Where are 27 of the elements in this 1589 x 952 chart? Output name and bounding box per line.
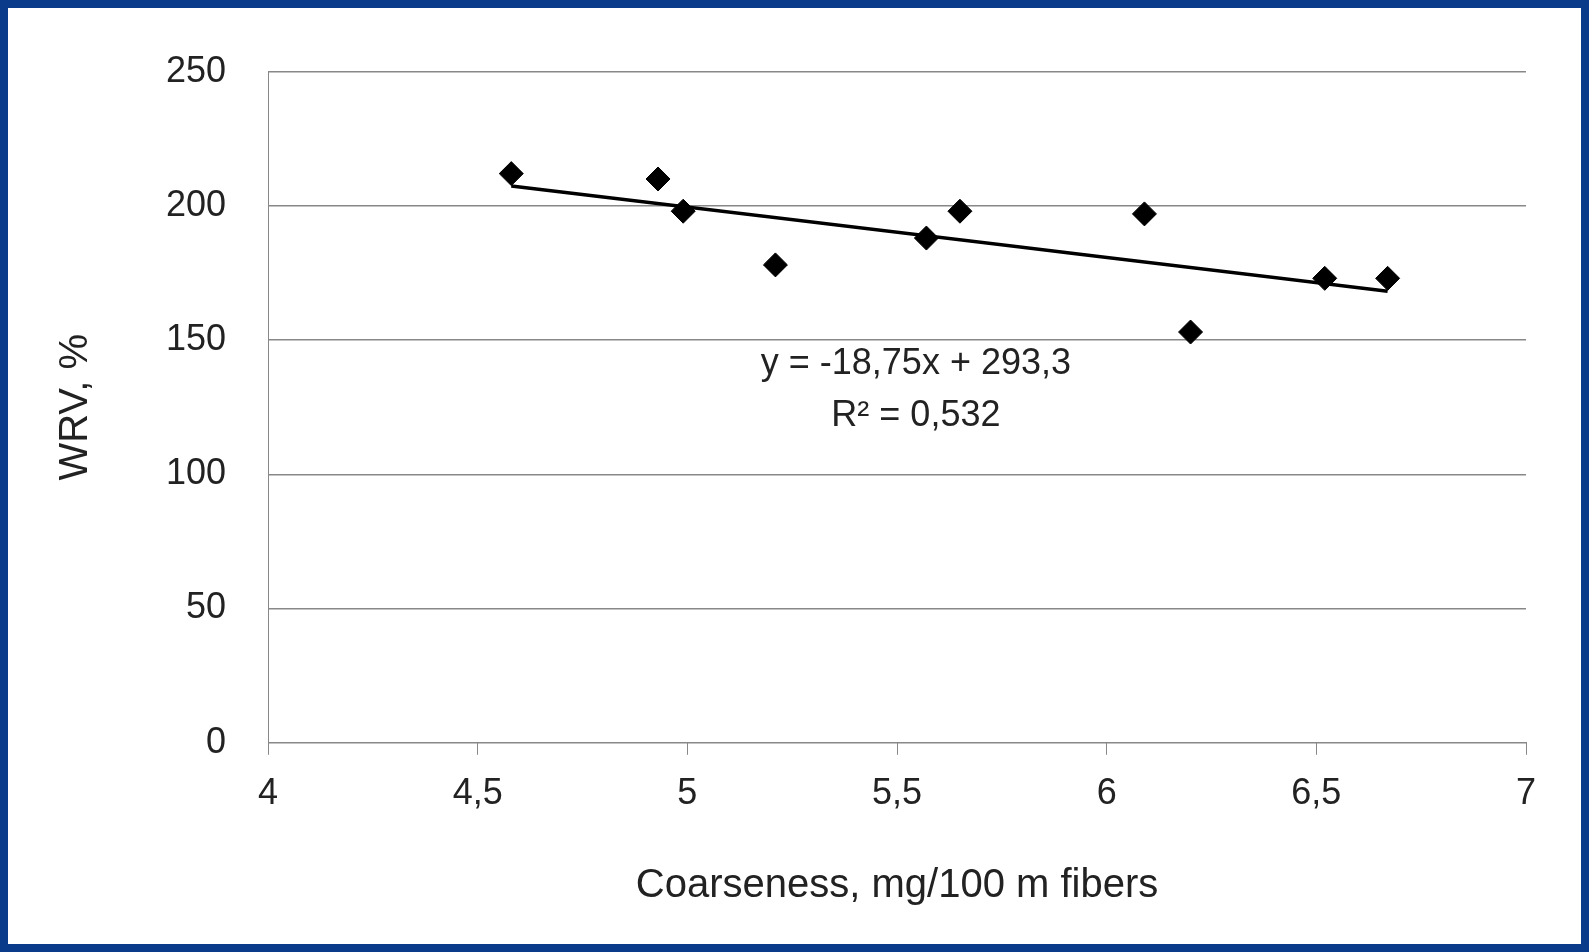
point bbox=[498, 161, 524, 187]
x-tick-label: 4,5 bbox=[452, 771, 503, 813]
x-tick-label: 6 bbox=[1096, 771, 1117, 813]
point bbox=[670, 198, 696, 224]
x-axis-title: Coarseness, mg/100 m fibers bbox=[635, 861, 1159, 906]
x-tick-label: 7 bbox=[1515, 771, 1537, 813]
point bbox=[645, 166, 671, 192]
point bbox=[762, 252, 788, 278]
y-tick-label: 250 bbox=[165, 48, 227, 90]
x-tick-label: 6,5 bbox=[1291, 771, 1342, 813]
y-tick-label: 150 bbox=[165, 317, 227, 358]
x-tick-label: 5,5 bbox=[872, 771, 923, 813]
point bbox=[1178, 319, 1204, 345]
point bbox=[947, 198, 973, 224]
point bbox=[913, 225, 939, 251]
point bbox=[1375, 265, 1401, 291]
x-tick-label: 4 bbox=[258, 771, 279, 813]
y-axis-title: WRV, % bbox=[51, 333, 96, 481]
x-tick-label: 5 bbox=[677, 771, 698, 813]
y-tick-label: 100 bbox=[165, 451, 227, 493]
point bbox=[1312, 265, 1338, 291]
annotation: y = -18,75x + 293,3 bbox=[760, 340, 1072, 382]
point bbox=[1131, 201, 1157, 227]
annotation: R² = 0,532 bbox=[831, 392, 1001, 434]
y-tick-label: 50 bbox=[186, 585, 227, 627]
y-tick-label: 200 bbox=[165, 182, 227, 224]
y-tick-label: 0 bbox=[206, 719, 227, 761]
